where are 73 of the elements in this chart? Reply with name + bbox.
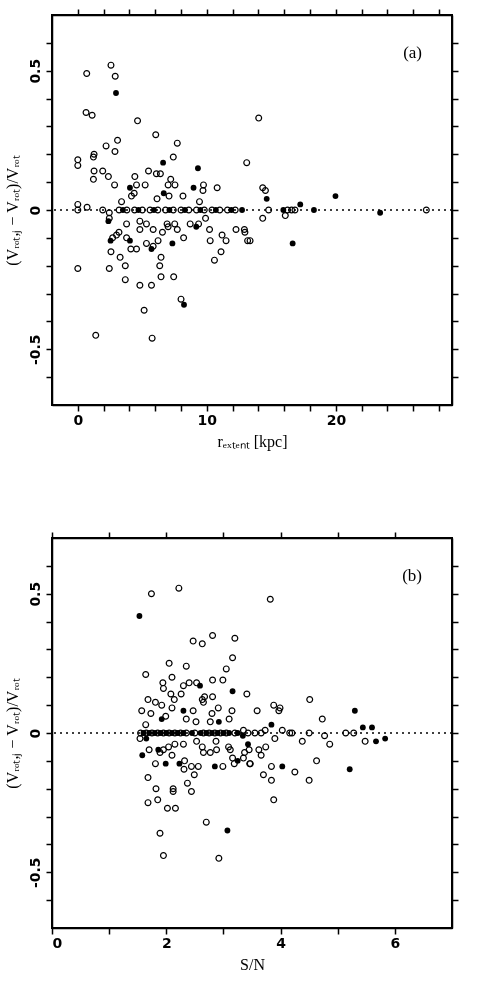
x-tick-label: 4 [276, 934, 287, 951]
point [120, 207, 126, 213]
point [169, 240, 176, 247]
y-tick-label: -0.5 [26, 334, 43, 366]
point [136, 613, 143, 619]
annotation: (a) [403, 43, 422, 62]
point [359, 724, 366, 731]
x-axis-title: rₑₓₜₑₙₜ [kpc] [217, 432, 288, 451]
y-axis-title: (Vᵣₒₜ,ⱼ − Vᵣₒₜ)/Vᵣₒₜ [3, 678, 22, 789]
point [160, 190, 167, 197]
point [158, 716, 165, 722]
annotation: (b) [402, 566, 422, 585]
point [268, 721, 275, 728]
point [166, 207, 173, 213]
point [373, 738, 379, 745]
point [263, 195, 270, 202]
x-tick-label: 0 [73, 411, 84, 428]
point [160, 159, 167, 166]
point [209, 730, 215, 736]
x-tick-label: 20 [326, 411, 347, 428]
x-tick-label: 0 [52, 934, 63, 951]
point [351, 707, 358, 714]
x-tick-label: 2 [161, 934, 172, 951]
x-tick-label: 10 [197, 411, 218, 428]
point [332, 193, 339, 199]
x-axis-title: S/N [240, 955, 266, 973]
point [127, 237, 133, 244]
point [211, 763, 218, 770]
point [229, 688, 236, 695]
point [105, 218, 112, 225]
point [190, 184, 197, 191]
y-tick-label: -0.5 [26, 857, 43, 889]
point [180, 707, 187, 714]
point [377, 209, 384, 216]
y-tick-label: 0 [26, 728, 43, 739]
point [224, 827, 231, 834]
x-tick-label: 6 [390, 934, 401, 951]
point [239, 207, 245, 213]
point [245, 741, 251, 748]
point [143, 735, 150, 742]
point [297, 201, 304, 208]
point [289, 240, 296, 247]
point [369, 724, 375, 731]
y-tick-label: 0.5 [26, 581, 43, 607]
point [311, 207, 317, 213]
point [135, 207, 142, 213]
point [234, 757, 241, 764]
point [181, 301, 187, 308]
point [176, 760, 183, 767]
point [382, 735, 389, 742]
point [189, 730, 195, 736]
y-tick-label: 0 [26, 205, 43, 216]
point [239, 732, 246, 739]
point [197, 207, 204, 213]
point [226, 730, 233, 736]
point [181, 207, 188, 213]
point [346, 766, 353, 773]
point [151, 207, 157, 213]
point [162, 760, 169, 767]
point [228, 207, 235, 213]
y-tick-label: 0.5 [26, 58, 43, 84]
point [279, 763, 286, 770]
point [113, 90, 119, 96]
point [215, 718, 222, 725]
point [195, 165, 201, 172]
y-axis-title: (Vᵣₒₜ,ⱼ − Vᵣₒₜ)/Vᵣₒₜ [3, 155, 22, 266]
point [148, 246, 155, 252]
point [280, 207, 287, 213]
point [197, 682, 203, 689]
point [127, 184, 133, 191]
point [169, 730, 175, 736]
point [139, 752, 146, 759]
point [212, 207, 219, 213]
